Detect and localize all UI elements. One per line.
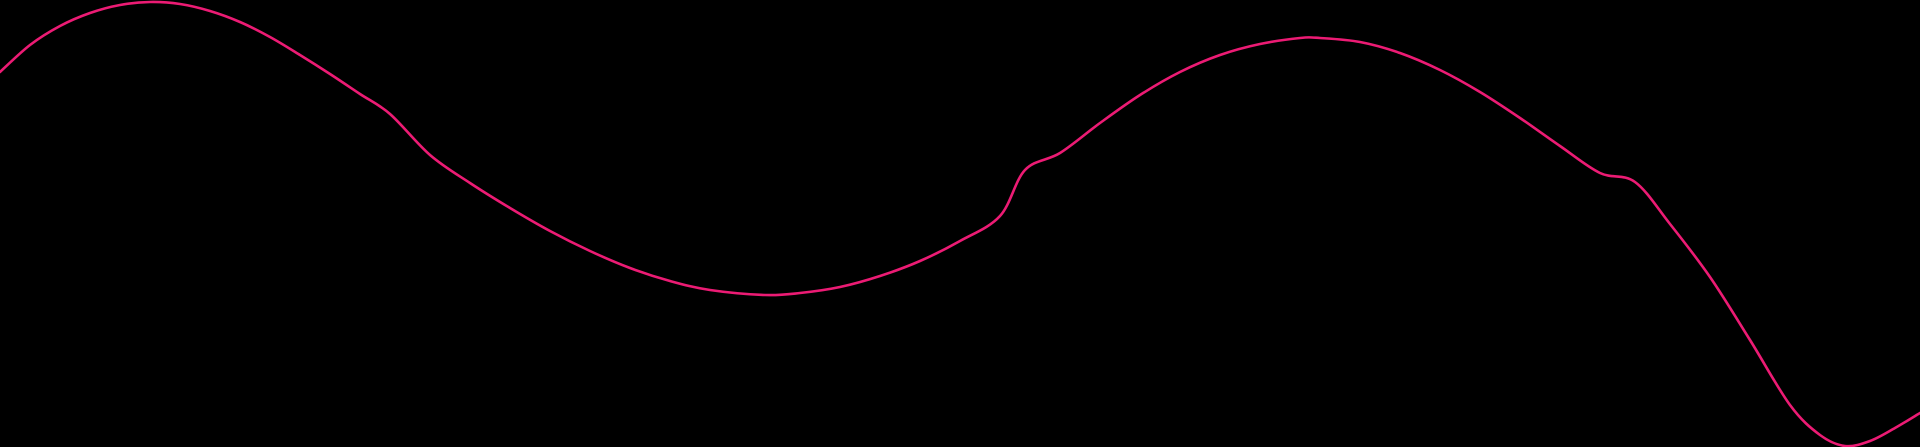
wave-line-series: [0, 0, 1920, 447]
wave-chart-svg: [0, 0, 1920, 447]
chart-background: [0, 0, 1920, 447]
chart-canvas: [0, 0, 1920, 447]
